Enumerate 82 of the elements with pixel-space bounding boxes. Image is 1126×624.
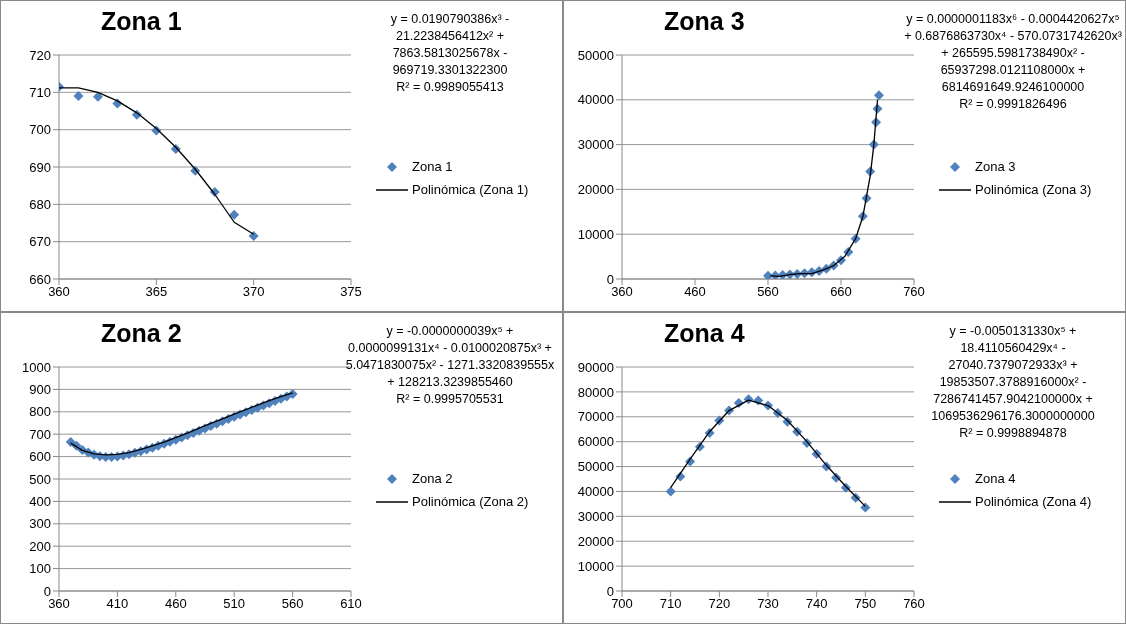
- x-tick-label: 730: [757, 596, 779, 612]
- x-tick-label: 740: [805, 596, 828, 612]
- x-tick-label: 375: [340, 284, 362, 300]
- y-tick-label: 500: [29, 471, 51, 487]
- legend-label: Zona 2: [412, 471, 453, 486]
- legend-label: Zona 4: [975, 471, 1016, 486]
- y-tick-label: 600: [29, 449, 51, 465]
- x-tick-label: 660: [830, 284, 852, 300]
- y-tick-label: 680: [29, 196, 51, 212]
- text: y = 0.0190790386x³ - 21.2238456412x² + 7863.5813025678x - 969719.3301322300: [389, 11, 511, 79]
- text: R² = 0.9991826496: [958, 96, 1068, 113]
- x-tick-label: 750: [854, 596, 877, 612]
- y-tick-label: 0: [606, 271, 614, 287]
- y-tick-label: 30000: [577, 137, 614, 153]
- x-tick-label: 510: [223, 596, 246, 612]
- x-tick-label: 410: [106, 596, 129, 612]
- x-tick-label: 560: [757, 284, 779, 300]
- x-tick-label: 365: [145, 284, 168, 300]
- chart-title: Zona 3: [664, 7, 745, 36]
- legend-label: Polinómica (Zona 1): [412, 182, 529, 197]
- point: [73, 91, 84, 102]
- y-tick-label: 400: [29, 494, 51, 510]
- annotation: y = -0.0000000039x⁵ + 0.0000099131x⁴ - 0.0100020875x³ + 5.0471830075x² - 1271.3320839555x + 128213.3239855460: [344, 323, 556, 391]
- point: [65, 437, 76, 448]
- x-tick-label: 460: [684, 284, 706, 300]
- y-tick-label: 30000: [577, 508, 614, 524]
- y-tick-label: 700: [29, 426, 51, 442]
- annotation: y = 0.0000001183x⁶ - 0.0004420627x⁵ + 0.6876863730x⁴ - 570.0731742620x³ + 265595.5981738490x² - 65937298.0121108000x + 6814691649.9246100000: [904, 11, 1122, 96]
- x-tick-label: 610: [340, 596, 362, 612]
- y-tick-label: 10000: [577, 226, 614, 242]
- point: [248, 231, 259, 242]
- y-tick-label: 100: [29, 561, 51, 577]
- y-tick-label: 80000: [577, 384, 614, 400]
- x-tick-label: 560: [281, 596, 304, 612]
- y-tick-label: 70000: [577, 409, 614, 425]
- x-tick-label: 360: [48, 596, 70, 612]
- y-tick-label: 800: [29, 404, 51, 420]
- y-tick-label: 0: [606, 583, 614, 599]
- y-tick-label: 1000: [22, 359, 51, 375]
- x-tick-label: 720: [708, 596, 731, 612]
- x-tick-label: 360: [611, 284, 633, 300]
- y-tick-label: 300: [29, 516, 51, 532]
- legend-label: Polinómica (Zona 2): [412, 494, 529, 509]
- text: R² = 0.9995705531: [395, 391, 505, 408]
- y-tick-label: 60000: [577, 434, 614, 450]
- text: R² = 0.9989055413: [395, 79, 505, 96]
- y-tick-label: 0: [43, 583, 51, 599]
- x-tick-label: 460: [164, 596, 187, 612]
- y-tick-label: 20000: [577, 533, 614, 549]
- y-tick-label: 40000: [577, 484, 614, 500]
- point: [873, 90, 884, 101]
- legend-label: Zona 3: [975, 159, 1016, 174]
- legend-label: Zona 1: [412, 159, 453, 174]
- x-tick-label: 370: [242, 284, 265, 300]
- y-tick-label: 90000: [577, 359, 614, 375]
- legend-label: Polinómica (Zona 4): [975, 494, 1092, 509]
- y-tick-label: 50000: [577, 47, 614, 63]
- y-tick-label: 20000: [577, 182, 614, 198]
- y-tick-label: 700: [29, 122, 51, 138]
- legend-label: Polinómica (Zona 3): [975, 182, 1092, 197]
- y-tick-label: 670: [29, 234, 51, 250]
- text: R² = 0.9998894878: [958, 425, 1068, 442]
- x-tick-label: 760: [903, 596, 925, 612]
- y-tick-label: 900: [29, 382, 51, 398]
- y-tick-label: 720: [29, 47, 51, 63]
- x-tick-label: 360: [48, 284, 70, 300]
- y-tick-label: 710: [29, 84, 51, 100]
- y-tick-label: 690: [29, 159, 51, 175]
- point: [860, 502, 871, 513]
- y-tick-label: 50000: [577, 459, 614, 475]
- text: y = -0.0050131330x⁵ + 18.4110560429x⁴ - 27040.7379072933x³ + 19853507.3788916000x² - 7286741457.9042100000x + 1069536296176.3000000000: [930, 323, 1096, 425]
- y-tick-label: 40000: [577, 92, 614, 108]
- y-tick-label: 660: [29, 271, 51, 287]
- x-tick-label: 760: [903, 284, 925, 300]
- point: [229, 209, 240, 220]
- chart-title: Zona 2: [101, 319, 182, 348]
- x-tick-label: 710: [659, 596, 682, 612]
- y-tick-label: 200: [29, 538, 51, 554]
- chart-title: Zona 1: [101, 7, 182, 36]
- point: [665, 486, 676, 497]
- chart-title: Zona 4: [664, 319, 745, 348]
- y-tick-label: 10000: [577, 558, 614, 574]
